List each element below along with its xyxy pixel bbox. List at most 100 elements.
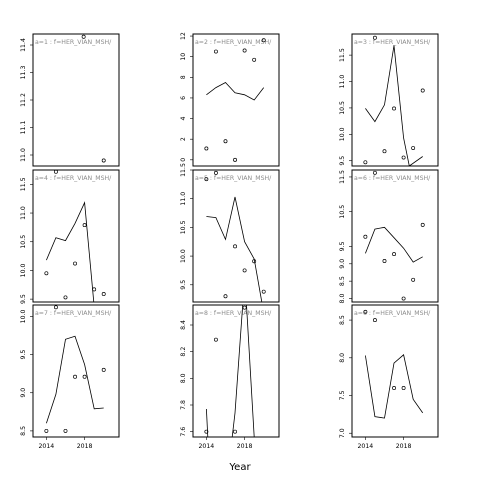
observation-point: [252, 57, 257, 62]
observation-point: [63, 295, 68, 300]
panel: a=6 : f=HER_VIAN_MSH/7.0 7.5 8.0 8.5 2014 201…: [339, 304, 439, 450]
panel-strip-label: a=4 : f=HER_VIAN_MSH/: [35, 175, 112, 182]
observation-point: [242, 268, 247, 273]
y-tick-label: 2: [180, 137, 187, 141]
panel-strip-label: a=5 : f=HER_VIAN_MSH/: [195, 175, 272, 182]
y-tick-label: 8.5: [20, 426, 27, 436]
observation-point: [261, 38, 266, 43]
observation-point: [82, 374, 87, 379]
panel-frame: [192, 304, 280, 438]
observation-point: [223, 139, 228, 144]
y-tick-label: 8.0: [180, 373, 187, 383]
y-tick-label: 10.0: [20, 263, 27, 277]
observation-point: [242, 305, 247, 310]
observation-point: [401, 386, 406, 390]
y-tick-label: 9.5: [339, 156, 346, 166]
fitted-line: [365, 226, 423, 263]
observation-point: [261, 289, 266, 294]
x-tick-label: 2018: [396, 443, 412, 450]
panel-frame: [32, 304, 120, 438]
y-tick-label: 11.5: [20, 177, 27, 191]
observation-point: [223, 294, 228, 299]
panel-strip-label: a=6 : f=HER_VIAN_MSH/: [354, 175, 431, 182]
observation-point: [363, 160, 368, 165]
x-tick-label: 2014: [358, 443, 374, 450]
y-tick-label: 11.0: [339, 75, 346, 89]
observation-point: [252, 259, 257, 264]
y-tick-label: 7.8: [180, 400, 187, 410]
observation-point: [213, 170, 218, 175]
x-tick-label: 2014: [39, 443, 55, 450]
observation-point: [401, 296, 406, 301]
x-tick-label: 2018: [77, 443, 93, 450]
panel: a=7 : f=HER_VIAN_MSH/8.5 9.0 9.5 10.0 2014 20…: [20, 304, 120, 450]
observation-point: [372, 35, 377, 40]
y-tick-label: 0: [180, 158, 187, 162]
observation-point: [101, 158, 106, 163]
y-tick-label: 8.4: [180, 320, 187, 330]
fitted-line: [365, 354, 424, 419]
panel-strip-label: a=7 : f=HER_VIAN_MSH/: [35, 310, 112, 317]
y-tick-label: 11.1: [20, 121, 27, 135]
panel: a=6 : f=HER_VIAN_MSH/8.0 8.5 9.0 9.5 10.5 11.…: [339, 169, 439, 303]
observation-point: [101, 292, 106, 296]
y-tick-label: 10.0: [180, 249, 187, 263]
observation-point: [392, 106, 396, 111]
panel-frame: [192, 169, 280, 303]
observation-point: [44, 271, 49, 276]
observation-point: [92, 287, 97, 292]
y-tick-label: 4: [180, 117, 187, 121]
observation-point: [233, 157, 237, 162]
fitted-line: [46, 201, 95, 302]
panel: a=8 : f=HER_VIAN_MSH/7.6 7.8 8.0 8.2 8.4 2014…: [180, 304, 280, 450]
observation-point: [420, 222, 425, 227]
panel-data: [363, 170, 425, 301]
observation-point: [382, 259, 387, 263]
y-tick-label: 8.2: [180, 347, 187, 357]
fitted-line: [365, 45, 423, 166]
observation-point: [53, 170, 58, 174]
y-tick-label: 8.5: [339, 315, 346, 325]
y-tick-label: 9.5: [20, 294, 27, 304]
observation-point: [101, 367, 106, 372]
observation-point: [392, 386, 396, 390]
observation-point: [233, 429, 237, 434]
y-tick-label: 9.5: [180, 280, 187, 290]
observation-point: [242, 48, 247, 53]
panel-frame: [32, 33, 120, 167]
observation-point: [363, 309, 368, 314]
panel-data: [44, 305, 106, 433]
observation-point: [204, 429, 209, 434]
observation-point: [420, 88, 425, 93]
observation-point: [383, 440, 386, 443]
y-tick-label: 8.0: [339, 353, 346, 363]
panel-frame: [351, 169, 439, 303]
panel-frame: [32, 169, 120, 303]
y-tick-label: 11.5: [339, 48, 346, 62]
observation-point: [233, 244, 237, 249]
y-tick-label: 11.2: [20, 93, 27, 107]
y-tick-label: 10.5: [339, 205, 346, 219]
observation-point: [412, 440, 415, 443]
x-axis-title: Year: [228, 462, 251, 473]
y-tick-label: 9.5: [20, 350, 27, 360]
observation-point: [213, 49, 218, 54]
observation-point: [392, 252, 396, 257]
panel: a=2 : f=HER_VIAN_MSH/0 2 4 6 8 10 12: [180, 32, 280, 167]
fitted-line: [206, 196, 263, 302]
panel-data: [81, 34, 106, 163]
panel: a=4 : f=HER_VIAN_MSH/9.5 10.0 10.5 11.0 11.5: [20, 169, 120, 304]
observation-point: [204, 177, 209, 182]
fitted-line: [206, 305, 255, 437]
fitted-line: [206, 82, 265, 101]
observation-point: [213, 337, 218, 342]
observation-point: [411, 146, 416, 150]
panel-strip-label: a=1 : f=HER_VIAN_MSH/: [35, 39, 112, 46]
observation-point: [82, 223, 87, 228]
y-tick-label: 10.0: [20, 309, 27, 323]
y-tick-label: 9.5: [339, 241, 346, 251]
panel-data: [204, 38, 266, 162]
x-tick-label: 2018: [237, 443, 253, 450]
y-tick-label: 11.0: [180, 192, 187, 206]
observation-point: [372, 318, 377, 323]
